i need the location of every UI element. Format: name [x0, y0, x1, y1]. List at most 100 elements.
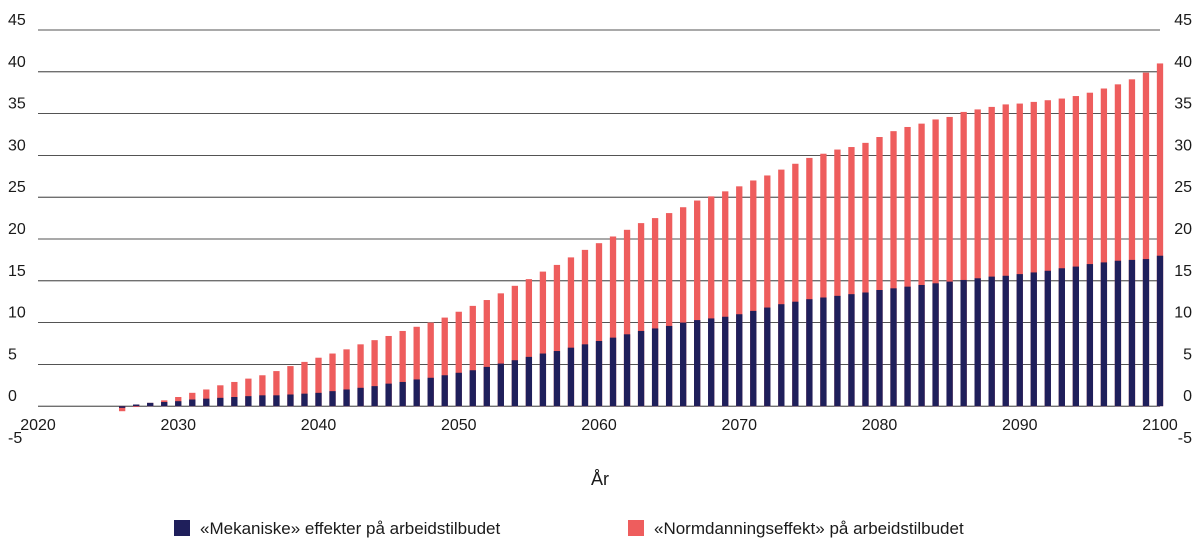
- legend-swatch-mekaniske: [174, 520, 190, 536]
- bar-mekaniske: [245, 396, 252, 407]
- bar-mekaniske: [315, 392, 322, 407]
- bar-normdanning: [1128, 79, 1136, 407]
- bar-normdanning: [792, 163, 799, 407]
- bar-normdanning: [1142, 72, 1150, 407]
- legend: «Mekaniske» effekter på arbeidstilbudet …: [174, 519, 964, 538]
- bar-normdanning: [1030, 101, 1037, 407]
- bar-normdanning: [623, 229, 631, 407]
- bar-mekaniske: [1128, 259, 1136, 407]
- x-tick-label: 2040: [301, 417, 337, 434]
- bar-normdanning: [245, 378, 252, 407]
- bar-mekaniske: [511, 360, 519, 407]
- bar-normdanning: [343, 349, 350, 407]
- bar-normdanning: [651, 218, 659, 407]
- y-tick-label-left: -5: [8, 430, 22, 447]
- bar-mekaniske: [750, 310, 757, 407]
- bar-mekaniske: [553, 351, 561, 407]
- bar-normdanning: [595, 243, 603, 407]
- y-tick-label-left: 25: [8, 179, 26, 196]
- bar-normdanning: [736, 186, 743, 407]
- bar-normdanning: [441, 317, 448, 407]
- bar-normdanning: [371, 340, 378, 407]
- bar-normdanning: [525, 279, 533, 407]
- y-tick-label-right: 20: [1174, 221, 1192, 238]
- bar-normdanning: [1100, 88, 1108, 407]
- bar-normdanning: [1044, 100, 1051, 407]
- bar-normdanning: [694, 200, 701, 407]
- bar-mekaniske: [203, 398, 210, 407]
- bar-normdanning: [231, 381, 238, 407]
- bar-mekaniske: [609, 337, 617, 407]
- bar-mekaniske: [806, 299, 813, 407]
- bar-normdanning: [203, 389, 210, 407]
- bar-mekaniske: [862, 292, 869, 407]
- bar-normdanning: [539, 271, 547, 407]
- bar-mekaniske: [820, 297, 827, 407]
- bar-normdanning: [960, 111, 967, 407]
- bar-mekaniske: [161, 402, 168, 407]
- bar-mekaniske: [287, 394, 294, 407]
- bar-mekaniske: [1058, 268, 1065, 407]
- bar-mekaniske: [848, 294, 855, 407]
- bar-normdanning: [511, 285, 519, 407]
- bar-mekaniske: [918, 284, 925, 407]
- bar-normdanning: [413, 326, 420, 407]
- y-tick-label-left: 0: [8, 388, 17, 405]
- bar-normdanning: [581, 249, 589, 407]
- y-tick-label-left: 40: [8, 54, 26, 71]
- bar-mekaniske: [694, 320, 701, 407]
- legend-label-mekaniske: «Mekaniske» effekter på arbeidstilbudet: [200, 519, 500, 538]
- bar-normdanning: [974, 109, 981, 407]
- bar-mekaniske: [665, 325, 673, 407]
- bar-normdanning: [609, 236, 617, 407]
- bar-normdanning: [1072, 96, 1080, 407]
- y-tick-label-left: 35: [8, 96, 26, 113]
- bar-normdanning: [1114, 84, 1122, 407]
- bar-mekaniske: [708, 318, 715, 407]
- y-axis-left: 45 40 35 30 25 20 15 10 5 0 -5: [8, 12, 26, 447]
- bar-normdanning: [483, 300, 490, 407]
- bar-mekaniske: [1100, 262, 1108, 407]
- x-tick-label: 2030: [160, 417, 196, 434]
- bar-mekaniske: [399, 381, 406, 407]
- bar-mekaniske: [497, 363, 504, 407]
- x-tick-label: 2060: [581, 417, 617, 434]
- bar-normdanning: [679, 207, 687, 407]
- legend-swatch-normdanning: [628, 520, 644, 536]
- bar-mekaniske: [1002, 275, 1009, 407]
- bar-normdanning: [918, 123, 925, 407]
- bar-mekaniske: [679, 322, 687, 407]
- y-tick-label-right: 30: [1174, 137, 1192, 154]
- bar-mekaniske: [1142, 259, 1150, 407]
- bar-normdanning: [708, 196, 715, 407]
- bar-mekaniske: [441, 375, 448, 407]
- bar-mekaniske: [1044, 270, 1051, 407]
- bar-mekaniske: [539, 353, 547, 407]
- bar-mekaniske: [1086, 264, 1094, 407]
- bar-mekaniske: [217, 397, 224, 407]
- bar-normdanning: [806, 157, 813, 407]
- bar-normdanning: [1058, 98, 1065, 407]
- bar-mekaniske: [595, 340, 603, 407]
- bar-normdanning: [1156, 63, 1164, 407]
- bar-normdanning: [315, 357, 322, 407]
- bar-mekaniske: [273, 395, 280, 407]
- bar-mekaniske: [974, 278, 981, 407]
- bar-mekaniske: [651, 328, 659, 407]
- bar-mekaniske: [988, 276, 995, 407]
- bar-mekaniske: [301, 393, 308, 407]
- bar-normdanning: [553, 264, 561, 407]
- bar-mekaniske: [189, 399, 196, 407]
- bar-mekaniske: [385, 383, 392, 407]
- y-tick-label-right: 0: [1183, 388, 1192, 405]
- bar-mekaniske: [343, 389, 350, 407]
- bar-mekaniske: [778, 304, 785, 407]
- bar-normdanning: [932, 119, 939, 407]
- bar-normdanning: [567, 257, 575, 407]
- x-tick-label: 2100: [1142, 417, 1178, 434]
- bar-mekaniske: [133, 404, 140, 407]
- bar-normdanning: [764, 175, 771, 407]
- y-tick-label-right: 5: [1183, 346, 1192, 363]
- bar-normdanning: [301, 361, 308, 407]
